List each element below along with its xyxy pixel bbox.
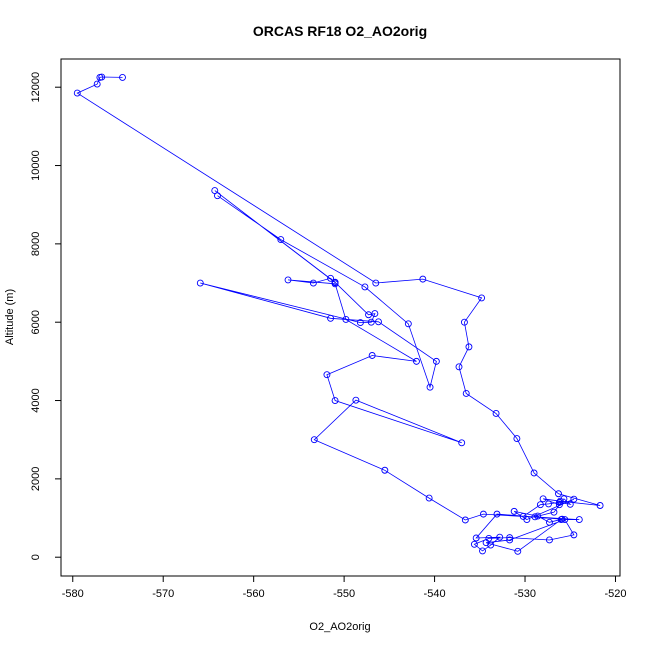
data-point [371, 310, 379, 318]
data-point [506, 534, 514, 542]
data-point [352, 396, 360, 404]
data-point [496, 533, 504, 541]
data-point [556, 497, 564, 505]
x-tick-label: -540 [424, 588, 446, 600]
data-point [323, 371, 331, 379]
data-point [404, 320, 412, 328]
data-point [555, 490, 562, 498]
data-point [560, 495, 568, 503]
data-point [368, 352, 376, 359]
data-point [531, 513, 539, 521]
data-point [196, 279, 204, 287]
data-point [356, 319, 364, 327]
data-point [426, 383, 434, 391]
x-tick-label: -520 [604, 588, 626, 600]
y-tick-label: 8000 [30, 232, 42, 256]
data-point [367, 318, 375, 326]
data-point [539, 495, 547, 503]
data-point [478, 294, 486, 302]
data-point [119, 73, 126, 81]
data-point [470, 540, 478, 548]
data-point [455, 363, 463, 371]
plot-frame [60, 58, 621, 577]
x-axis: -580 -570 -560 -550 -540 -530 -520 [62, 576, 626, 600]
y-tick-label: 12000 [30, 72, 42, 103]
x-tick-label: -570 [152, 588, 174, 600]
data-point [555, 501, 563, 509]
data-point [425, 494, 433, 502]
data-point [545, 536, 553, 544]
x-tick-label: -560 [243, 588, 265, 600]
series-layer [73, 73, 604, 555]
y-tick-label: 2000 [30, 467, 42, 491]
series-line [76, 76, 601, 552]
data-point [375, 318, 382, 326]
data-point [413, 357, 420, 365]
data-point [550, 508, 558, 516]
data-point [506, 536, 514, 544]
data-point [73, 89, 81, 97]
data-point [284, 276, 292, 284]
data-point [458, 439, 466, 447]
data-point [432, 357, 440, 365]
data-point [465, 343, 473, 351]
data-point [365, 311, 372, 319]
data-point [331, 278, 339, 286]
data-point [277, 236, 285, 244]
data-point [479, 510, 487, 518]
y-tick-label: 10000 [30, 150, 42, 181]
data-point [570, 495, 578, 503]
data-point [575, 516, 583, 524]
x-tick-label: -580 [62, 588, 84, 600]
chart-title: ORCAS RF18 O2_AO2orig [253, 23, 427, 39]
data-point [530, 469, 538, 477]
data-point [419, 275, 427, 283]
data-point [214, 192, 221, 200]
data-point [570, 531, 578, 539]
x-tick-label: -530 [514, 588, 536, 600]
data-point [372, 279, 380, 287]
data-point [557, 516, 565, 524]
data-point [461, 516, 469, 524]
data-point [479, 547, 486, 555]
x-tick-label: -550 [333, 588, 355, 600]
data-point [513, 435, 521, 442]
data-point [361, 283, 369, 291]
data-point [519, 513, 527, 520]
data-point [381, 466, 389, 474]
data-point [327, 314, 335, 322]
data-point [93, 80, 101, 88]
y-tick-label: 4000 [30, 388, 42, 412]
data-point [555, 498, 563, 506]
data-point [331, 397, 339, 404]
x-axis-label: O2_AO2orig [309, 621, 370, 633]
data-point [596, 502, 604, 509]
data-point [462, 390, 470, 397]
y-axis: 0 2000 4000 6000 8000 10000 12000 [30, 72, 61, 560]
y-axis-label: Altitude (m) [4, 289, 16, 345]
data-point [472, 534, 480, 542]
data-point [534, 512, 542, 520]
data-point [493, 510, 501, 518]
data-point [510, 507, 518, 515]
data-point [309, 279, 317, 287]
data-point [327, 274, 335, 282]
data-point [561, 516, 569, 524]
data-point [482, 539, 490, 547]
data-point [514, 547, 522, 555]
y-tick-label: 6000 [30, 310, 42, 334]
y-tick-label: 0 [30, 554, 42, 560]
data-point [342, 316, 350, 323]
data-point [536, 501, 544, 509]
data-point [566, 500, 574, 508]
data-point [545, 500, 552, 508]
data-point [460, 318, 468, 326]
data-point [96, 73, 104, 81]
data-point [310, 436, 318, 444]
data-point [545, 518, 553, 526]
data-point [492, 410, 500, 417]
